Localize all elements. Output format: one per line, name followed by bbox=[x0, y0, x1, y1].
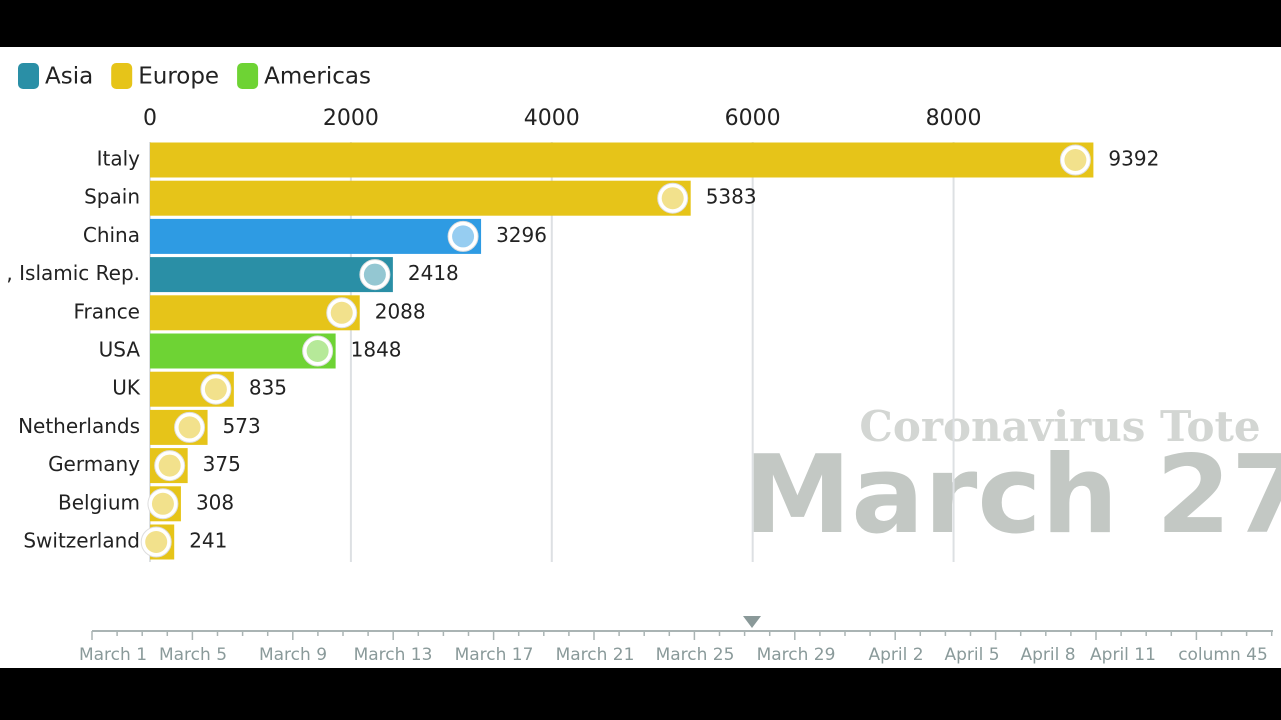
watermark-title: Coronavirus Tote bbox=[859, 402, 1260, 451]
flag-inner bbox=[178, 416, 201, 439]
flag-inner bbox=[151, 492, 174, 515]
category-label: Spain bbox=[84, 185, 140, 209]
category-label: UK bbox=[112, 376, 141, 400]
value-label: 1848 bbox=[351, 338, 402, 362]
category-label: Switzerland bbox=[23, 529, 140, 553]
flag-inner bbox=[1064, 149, 1087, 171]
legend-swatch bbox=[237, 63, 259, 89]
flag-inner bbox=[363, 263, 386, 286]
category-label: , Islamic Rep. bbox=[6, 261, 140, 285]
timeline-label: April 2 bbox=[868, 645, 923, 665]
flag-inner bbox=[306, 340, 329, 362]
legend-label: Asia bbox=[45, 64, 93, 90]
flag-inner bbox=[158, 454, 181, 477]
bar bbox=[150, 218, 482, 254]
timeline-label: April 11 bbox=[1090, 645, 1156, 665]
value-label: 2418 bbox=[408, 261, 459, 285]
bar bbox=[150, 295, 360, 331]
value-label: 375 bbox=[203, 452, 241, 476]
flag-inner bbox=[452, 225, 475, 248]
category-label: Netherlands bbox=[18, 414, 140, 438]
timeline-label: March 13 bbox=[354, 645, 433, 665]
flag-inner bbox=[145, 531, 168, 553]
category-label: Belgium bbox=[58, 490, 140, 514]
legend-label: Americas bbox=[264, 64, 371, 90]
x-tick-label: 8000 bbox=[926, 106, 982, 131]
x-tick-label: 2000 bbox=[323, 106, 379, 131]
timeline-label: March 25 bbox=[656, 645, 735, 665]
x-tick-label: 4000 bbox=[524, 106, 580, 131]
category-label: China bbox=[83, 223, 140, 247]
bar bbox=[150, 180, 691, 216]
x-tick-label: 6000 bbox=[725, 106, 781, 131]
value-label: 3296 bbox=[496, 223, 547, 247]
timeline-label: March 29 bbox=[757, 645, 836, 665]
value-label: 835 bbox=[249, 376, 287, 400]
flag-inner bbox=[204, 378, 227, 401]
watermark-date: March 27 bbox=[744, 433, 1281, 558]
timeline-marker bbox=[743, 616, 761, 628]
category-label: Italy bbox=[97, 147, 141, 171]
value-label: 573 bbox=[223, 414, 261, 438]
timeline-label: column 45 bbox=[1178, 645, 1268, 665]
legend-label: Europe bbox=[138, 64, 219, 90]
flag-inner bbox=[330, 301, 353, 324]
timeline-label: April 5 bbox=[944, 645, 999, 665]
category-label: Germany bbox=[48, 452, 140, 476]
value-label: 9392 bbox=[1108, 147, 1159, 171]
value-label: 5383 bbox=[706, 185, 757, 209]
timeline-label: March 17 bbox=[455, 645, 534, 665]
bar bbox=[150, 257, 393, 293]
timeline-label: March 5 bbox=[159, 645, 227, 665]
value-label: 308 bbox=[196, 490, 234, 514]
legend-swatch bbox=[18, 63, 39, 89]
timeline-label: March 9 bbox=[259, 645, 327, 665]
timeline-label: March 1 bbox=[79, 645, 147, 665]
category-label: France bbox=[73, 299, 140, 323]
value-label: 2088 bbox=[375, 299, 426, 323]
timeline-label: April 8 bbox=[1020, 645, 1075, 665]
timeline-label: March 21 bbox=[556, 645, 635, 665]
flag-inner bbox=[661, 187, 684, 210]
bar bbox=[150, 142, 1094, 178]
x-tick-label: 0 bbox=[143, 106, 157, 131]
value-label: 241 bbox=[189, 529, 227, 553]
category-label: USA bbox=[99, 338, 141, 362]
legend-swatch bbox=[111, 63, 133, 89]
